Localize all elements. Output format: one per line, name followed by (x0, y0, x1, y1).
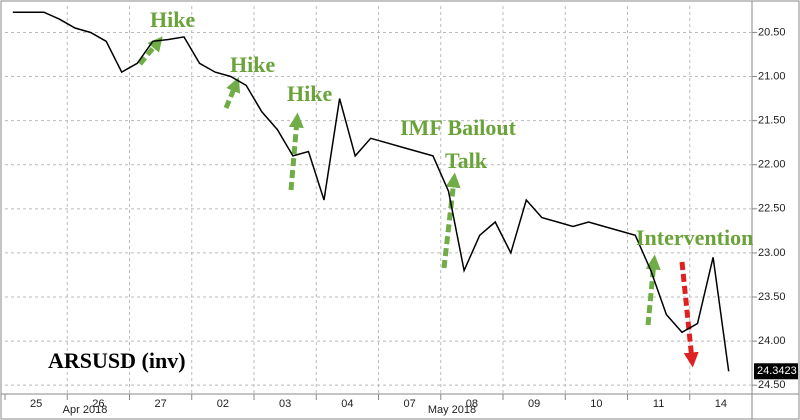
month-label: Apr 2018 (63, 404, 108, 416)
y-tick-label: 24.00 (758, 335, 786, 347)
annotation: Hike (150, 7, 195, 32)
x-tick-label: 09 (528, 398, 540, 410)
arrow (223, 77, 241, 109)
y-tick-label: 23.50 (758, 291, 786, 303)
y-tick-label: 22.50 (758, 203, 786, 215)
value-label: 24.3423 (757, 365, 797, 377)
x-tick-label: 04 (341, 398, 353, 410)
arrow (645, 254, 661, 326)
annotation: Intervention (636, 225, 753, 250)
y-tick-label: 22.00 (758, 159, 786, 171)
annotation: IMF Bailout (400, 115, 517, 140)
x-tick-label: 25 (30, 398, 42, 410)
x-tick-label: 10 (590, 398, 602, 410)
annotation: Hike (230, 52, 275, 77)
x-tick-label: 27 (155, 398, 167, 410)
x-tick-label: 14 (715, 398, 727, 410)
x-tick-label: 03 (279, 398, 291, 410)
month-label: May 2018 (428, 404, 476, 416)
arrow (679, 261, 699, 368)
x-tick-label: 26 (92, 398, 104, 410)
x-tick-label: 02 (217, 398, 229, 410)
chart-title: ARSUSD (inv) (48, 348, 186, 373)
y-tick-label: 24.50 (758, 379, 786, 391)
value-label-box (754, 363, 798, 380)
y-tick-label: 20.50 (758, 26, 786, 38)
y-tick-label: 23.00 (758, 247, 786, 259)
y-tick-label: 21.00 (758, 70, 786, 82)
line (12, 11, 730, 372)
arrow (138, 36, 163, 66)
x-tick-label: 08 (466, 398, 478, 410)
x-tick-label: 11 (653, 398, 664, 410)
x-tick-label: 07 (404, 398, 416, 410)
annotation: Talk (445, 148, 488, 173)
annotation: Hike (287, 81, 332, 106)
y-tick-label: 21.50 (758, 115, 786, 127)
arrow (441, 172, 461, 269)
